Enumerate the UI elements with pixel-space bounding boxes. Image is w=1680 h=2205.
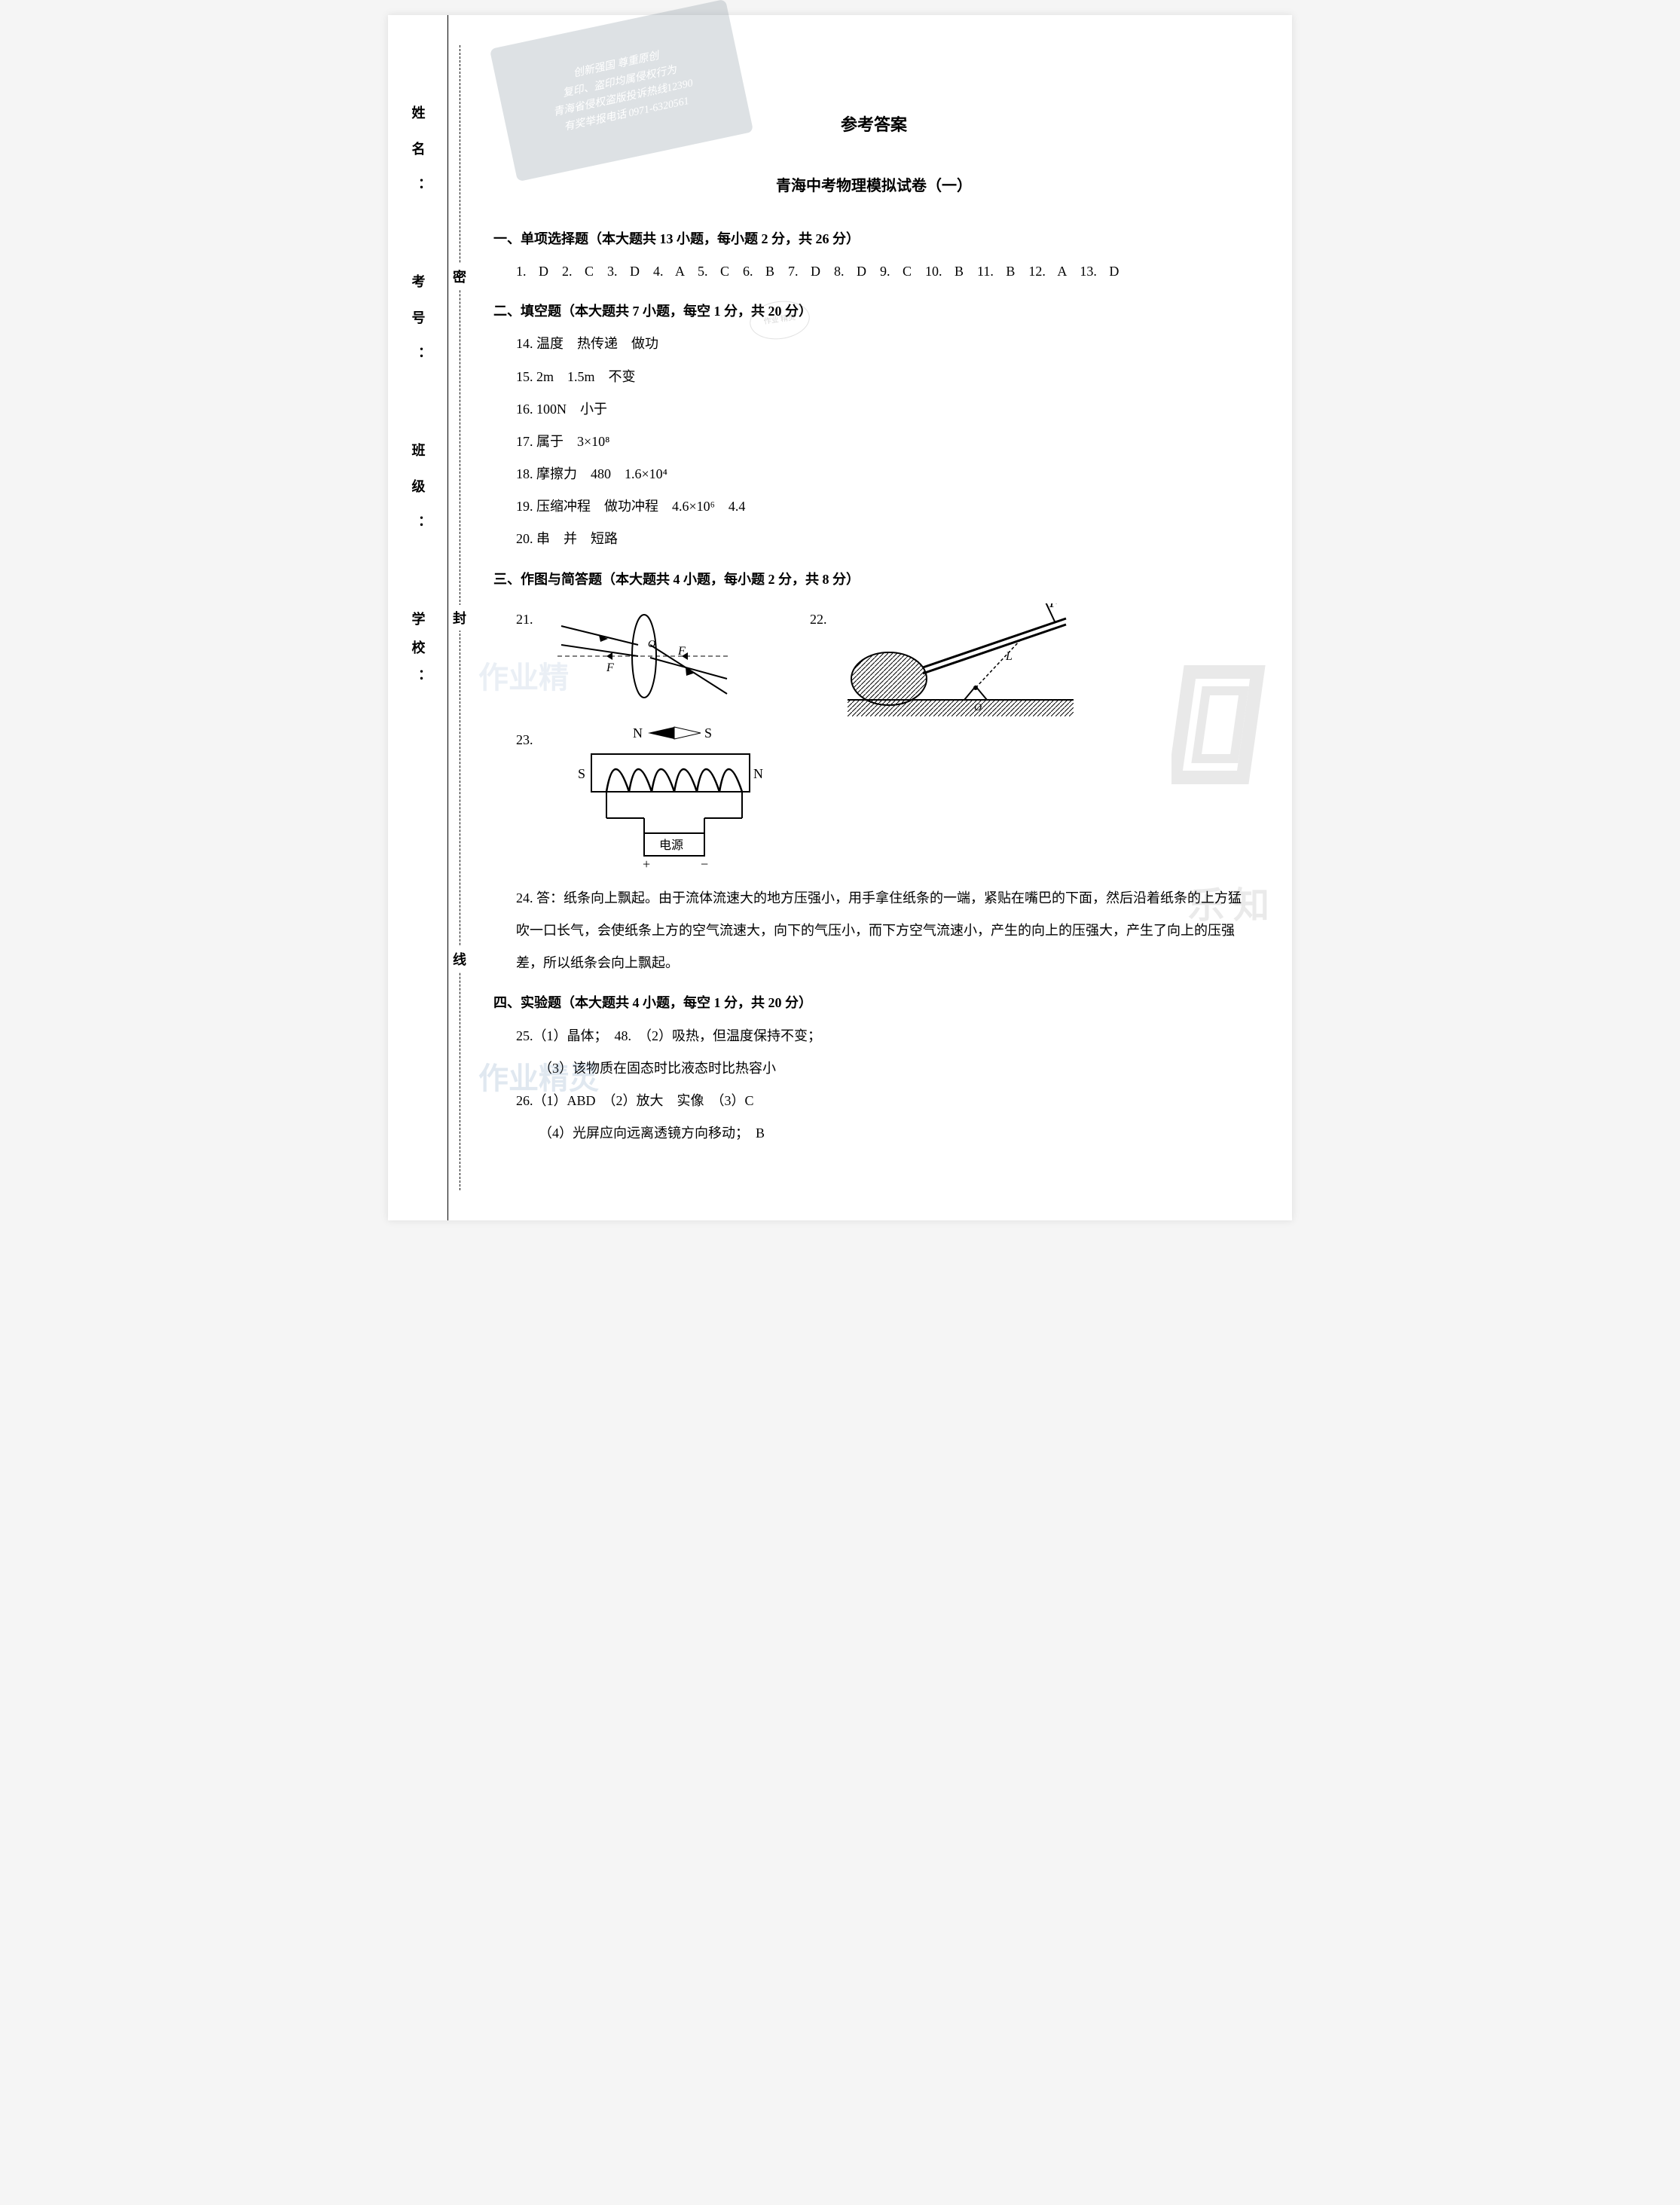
seal-char-2: 封 — [453, 605, 466, 631]
section-3-header: 三、作图与简答题（本大题共 4 小题，每小题 2 分，共 8 分） — [493, 563, 1254, 596]
fig-23-label: 23. — [516, 724, 542, 756]
fill-q19: 19. 压缩冲程 做功冲程 4.6×10⁶ 4.4 — [493, 490, 1254, 523]
side-label-examid: 考号： — [408, 274, 428, 383]
seal-char-3: 线 — [453, 946, 466, 972]
section-4-header: 四、实验题（本大题共 4 小题，每空 1 分，共 20 分） — [493, 987, 1254, 1019]
fill-q14: 14. 温度 热传递 做功 — [493, 328, 1254, 360]
seal-line-strip: 密 封 线 — [448, 15, 471, 1220]
exp-q25a: 25.（1）晶体； 48. （2）吸热，但温度保持不变； — [493, 1020, 1254, 1052]
lever-diagram-icon: F L O — [848, 603, 1074, 716]
solenoid-diagram-icon: N S S N — [554, 724, 780, 875]
q24-answer: 24. 答：纸条向上飘起。由于流体流速大的地方压强小，用手拿住纸条的一端，紧贴在… — [493, 882, 1254, 980]
figure-row-21-22: 21. F F O — [493, 603, 1254, 716]
svg-text:+: + — [643, 857, 650, 872]
lens-diagram-icon: F F O — [554, 603, 735, 709]
solenoid-S: S — [578, 766, 585, 781]
page-title: 参考答案 — [493, 105, 1254, 145]
exp-q26b: （4）光屏应向远离透镜方向移动； B — [493, 1117, 1254, 1150]
section-2-header: 二、填空题（本大题共 7 小题，每空 1 分，共 20 分） — [493, 295, 1254, 328]
choice-answers: 1. D 2. C 3. D 4. A 5. C 6. B 7. D 8. D … — [493, 255, 1254, 288]
compass-N: N — [633, 725, 643, 741]
copyright-stamp: 创新强国 尊重原创 复印、盗印均属侵权行为 青海省侵权盗版投诉热线12390 有… — [490, 0, 753, 182]
figure-23: 23. N S — [516, 724, 780, 875]
svg-text:F: F — [606, 661, 614, 674]
fig-21-label: 21. — [516, 603, 542, 636]
figure-21: 21. F F O — [516, 603, 735, 709]
content-area: 创新强国 尊重原创 复印、盗印均属侵权行为 青海省侵权盗版投诉热线12390 有… — [471, 15, 1292, 1220]
side-label-name: 姓名： — [408, 105, 428, 214]
side-label-school: 学校： — [408, 612, 428, 698]
figure-22: 22. — [810, 603, 1074, 716]
arm-L-label: L — [1005, 650, 1013, 663]
side-label-class: 班级： — [408, 443, 428, 551]
figure-row-23: 23. N S — [493, 724, 1254, 875]
fig-22-label: 22. — [810, 603, 836, 636]
exp-q26a: 26.（1）ABD （2）放大 实像 （3）C — [493, 1085, 1254, 1117]
binding-strip: 姓名： 考号： 班级： 学校： — [388, 15, 448, 1220]
fill-q18: 18. 摩擦力 480 1.6×10⁴ — [493, 458, 1254, 490]
force-F-label: F — [1049, 603, 1059, 611]
fill-q16: 16. 100N 小于 — [493, 393, 1254, 426]
stamp-line: 创新强国 尊重原创 — [572, 48, 661, 83]
svg-text:−: − — [701, 857, 708, 872]
seal-char-1: 密 — [453, 264, 466, 289]
solenoid-N: N — [753, 766, 763, 781]
fill-q20: 20. 串 并 短路 — [493, 523, 1254, 555]
exp-q25b: （3）该物质在固态时比液态时比热容小 — [493, 1052, 1254, 1085]
stamp-line: 复印、盗印均属侵权行为 — [561, 62, 678, 102]
svg-text:O: O — [974, 702, 982, 713]
compass-S: S — [704, 725, 712, 741]
power-label: 电源 — [659, 838, 683, 852]
svg-text:O: O — [648, 639, 655, 650]
fill-q15: 15. 2m 1.5m 不变 — [493, 361, 1254, 393]
paper-title: 青海中考物理模拟试卷（一） — [493, 168, 1254, 204]
section-1-header: 一、单项选择题（本大题共 13 小题，每小题 2 分，共 26 分） — [493, 223, 1254, 255]
fill-q17: 17. 属于 3×10⁸ — [493, 426, 1254, 458]
exam-page: 姓名： 考号： 班级： 学校： 密 封 线 创新强国 尊重原创 复印、盗印均属侵… — [388, 15, 1292, 1220]
